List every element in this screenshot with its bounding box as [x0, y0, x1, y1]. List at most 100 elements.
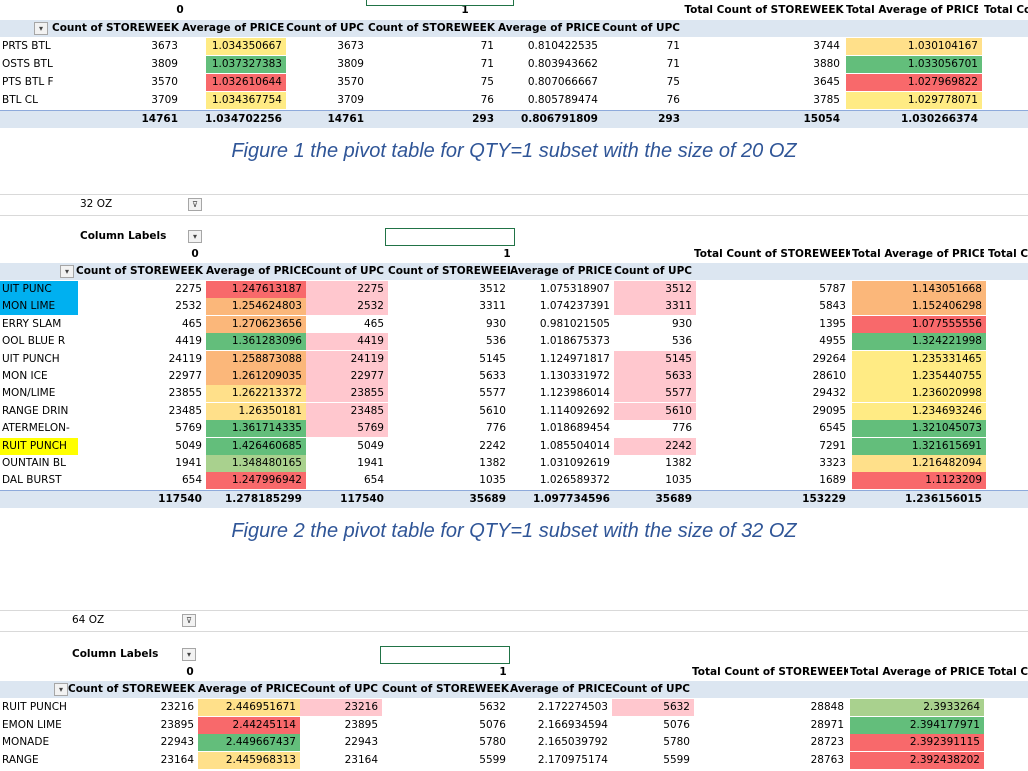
header-count-storeweek-0: Count of STOREWEEK — [52, 22, 179, 34]
column-labels-filter-button[interactable]: ▾ — [182, 647, 196, 661]
cell: 5769 — [175, 422, 202, 435]
cell: 23216 — [300, 699, 382, 716]
cell: 3645 — [813, 76, 840, 88]
cell: 3512 — [479, 283, 506, 295]
header-avg-price-0: Average of PRICE — [198, 683, 300, 695]
cell: 1.321615691 — [852, 437, 986, 455]
cell: 293 — [658, 113, 680, 125]
cell: 654 — [181, 474, 202, 487]
column-labels-filter-button[interactable]: ▾ — [188, 229, 202, 243]
row-filter-button[interactable]: ▾ — [54, 682, 68, 696]
table-row[interactable]: MON LIME 2532 1.254624803 2532 3311 1.0742373… — [0, 298, 1028, 316]
top-header-total-co: Total Co — [988, 248, 1028, 260]
cell: 3570 — [151, 76, 178, 88]
size-filter-button[interactable]: ⊽ — [188, 197, 202, 211]
cell: 1941 — [357, 457, 384, 469]
row-label: OSTS BTL — [2, 58, 53, 70]
cell: 5145 — [479, 352, 506, 365]
cell: 1.152406298 — [852, 298, 986, 316]
cell: 1.262213372 — [206, 385, 306, 403]
cell: 776 — [485, 422, 506, 435]
row-filter-button[interactable]: ▾ — [34, 21, 48, 35]
table-row[interactable]: RANGE 23164 2.445968313 23164 5599 2.17097517… — [0, 751, 1028, 769]
cell: 29095 — [812, 404, 846, 417]
cell: 1.075318907 — [539, 283, 610, 295]
cell: 22977 — [168, 370, 202, 382]
cell: 465 — [181, 317, 202, 330]
cell: 2.446951671 — [198, 699, 300, 716]
cell: 29264 — [812, 352, 846, 365]
cell: 536 — [485, 335, 506, 348]
table-row[interactable]: BTL CL 3709 1.034367754 3709 76 0.805789… — [0, 92, 1028, 109]
row-label: ATERMELON- — [2, 422, 70, 435]
header-avg-price-0: Average of PRICE — [182, 22, 285, 34]
cell: 1.1123209 — [852, 472, 986, 490]
cell: 5049 — [175, 439, 202, 452]
table-row[interactable]: ERRY SLAM 465 1.270623656 465 930 0.981021505… — [0, 315, 1028, 333]
cell: 28763 — [810, 753, 844, 766]
cell: 1.261209035 — [206, 368, 306, 385]
table-row[interactable]: EMON LIME 23895 2.44245114 23895 5076 2.16693… — [0, 716, 1028, 734]
cell: 6545 — [819, 422, 846, 435]
cell: 1382 — [665, 457, 692, 469]
cell: 29432 — [812, 387, 846, 400]
table-row[interactable]: OSTS BTL 3809 1.037327383 3809 71 0.8039… — [0, 56, 1028, 73]
cell: 1.130331972 — [539, 370, 610, 382]
table-row[interactable]: UIT PUNC 2275 1.247613187 2275 3512 1.0753189… — [0, 281, 1028, 298]
cell: 75 — [666, 76, 680, 88]
cell: 23485 — [306, 402, 388, 420]
row-label: RANGE — [2, 753, 39, 766]
cell: 28971 — [810, 718, 844, 731]
cell: 1.254624803 — [206, 298, 306, 316]
top-header-total-count: Total Count of STOREWEEK — [694, 248, 850, 260]
cell: 15054 — [803, 113, 840, 125]
cell: 1.114092692 — [539, 404, 610, 417]
cell: 1.124971817 — [539, 352, 610, 365]
figure-1-caption: Figure 1 the pivot table for QTY=1 subse… — [231, 140, 797, 162]
table-row[interactable]: ATERMELON- 5769 1.361714335 5769 776 1.018689… — [0, 420, 1028, 438]
row-label: RUIT PUNCH — [0, 437, 78, 455]
table-row[interactable]: DAL BURST 654 1.247996942 654 1035 1.02658937… — [0, 472, 1028, 490]
cell: 5049 — [357, 439, 384, 452]
cell: 2275 — [306, 281, 388, 298]
cell: 1.247996942 — [206, 472, 306, 490]
table-row[interactable]: RUIT PUNCH 5049 1.426460685 5049 2242 1.08550… — [0, 437, 1028, 455]
table-row[interactable]: MONADE 22943 2.449667437 22943 5780 2.1650397… — [0, 734, 1028, 752]
cell: 71 — [480, 58, 494, 70]
cell: 3709 — [337, 94, 364, 106]
table-row[interactable]: OOL BLUE R 4419 1.361283096 4419 536 1.018675… — [0, 333, 1028, 351]
cell: 23164 — [160, 753, 194, 766]
size-filter-value: 32 OZ — [80, 198, 113, 210]
table-row[interactable]: UIT PUNCH 24119 1.258873088 24119 5145 1.1249… — [0, 350, 1028, 368]
row-label: EMON LIME — [2, 718, 62, 731]
header-count-upc-1: Count of UPC — [614, 265, 692, 277]
row-label: MON/LIME — [2, 387, 56, 400]
table-row[interactable]: OUNTAIN BL 1941 1.348480165 1941 1382 1.03109… — [0, 455, 1028, 472]
cell: 0.803943662 — [527, 58, 598, 70]
size-filter-button[interactable]: ⊽ — [182, 613, 196, 627]
table-row[interactable]: RUIT PUNCH 23216 2.446951671 23216 5632 2.172… — [0, 699, 1028, 716]
cell: 3311 — [614, 298, 696, 316]
table-row[interactable]: MON ICE 22977 1.261209035 22977 5633 1.130331… — [0, 368, 1028, 385]
cell: 5780 — [663, 736, 690, 749]
table-row[interactable]: MON/LIME 23855 1.262213372 23855 5577 1.12398… — [0, 385, 1028, 403]
pivot-table-20oz: 0 1 Total Count of STOREWEEK Total Avera… — [0, 0, 1028, 128]
header-count-upc-1: Count of UPC — [612, 683, 690, 695]
cell: 293 — [472, 113, 494, 125]
cell: 117540 — [340, 492, 384, 505]
table-row[interactable]: PRTS BTL 3673 1.034350667 3673 71 0.8104… — [0, 38, 1028, 55]
cell: 1.26350181 — [206, 402, 306, 420]
cell: 930 — [485, 317, 506, 330]
table-row[interactable]: RANGE DRIN 23485 1.26350181 23485 5610 1.1140… — [0, 402, 1028, 420]
row-filter-button[interactable]: ▾ — [60, 264, 74, 278]
row-label: PTS BTL F — [2, 76, 54, 88]
row-label: UIT PUNCH — [2, 352, 60, 365]
cell: 35689 — [469, 492, 506, 505]
cell: 5843 — [819, 300, 846, 313]
row-label: MON LIME — [0, 298, 78, 316]
header-count-upc-0: Count of UPC — [306, 265, 384, 277]
table-row[interactable]: PTS BTL F 3570 1.032610644 3570 75 0.807… — [0, 74, 1028, 91]
cell: 76 — [480, 94, 494, 106]
cell: 23485 — [168, 404, 202, 417]
cell: 1.034367754 — [206, 92, 286, 109]
